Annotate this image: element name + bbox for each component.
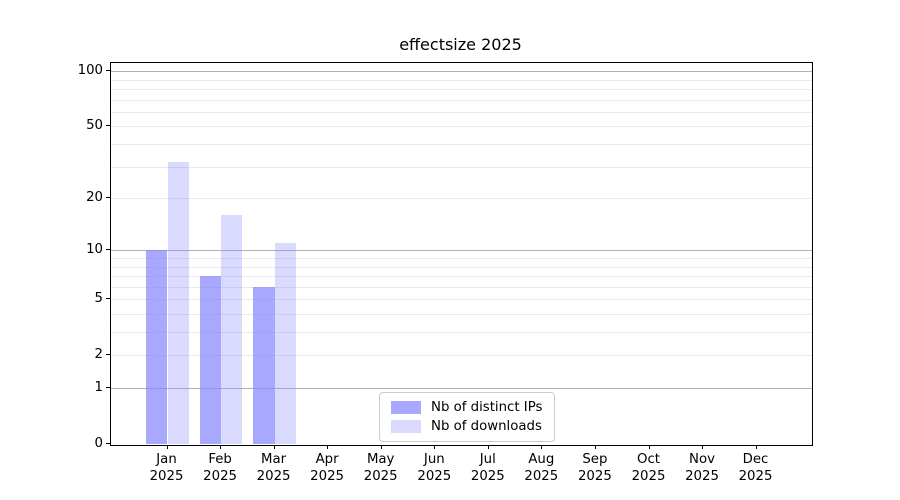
xtick-mark-mar [273, 445, 275, 449]
chart-title: effectsize 2025 [399, 35, 522, 54]
xtick-mark-jun [434, 445, 436, 449]
xtick-mark-jan [166, 445, 168, 449]
xtick-label-jan: Jan 2025 [149, 452, 184, 484]
bar-mar-distinct-ips [253, 286, 275, 444]
ytick-label-y0: 0 [94, 435, 103, 451]
xtick-mark-may [380, 445, 382, 449]
ytick-label-y5: 5 [94, 290, 103, 306]
gridline-minor-y9 [111, 258, 812, 259]
legend-swatch-downloads [391, 420, 421, 433]
legend-label-downloads: Nb of downloads [431, 418, 542, 434]
gridline-minor-y5 [111, 299, 812, 301]
ytick-label-y1: 1 [94, 379, 103, 395]
xtick-label-jul: Jul 2025 [470, 452, 505, 484]
gridline-minor-y50 [111, 126, 812, 128]
ytick-label-y50: 50 [86, 117, 103, 133]
ytick-mark-y5 [106, 298, 110, 300]
gridline-minor-y7 [111, 276, 812, 277]
xtick-mark-oct [648, 445, 650, 449]
ytick-label-y100: 100 [77, 62, 103, 78]
ytick-mark-y1 [106, 387, 110, 388]
xtick-label-aug: Aug 2025 [524, 452, 559, 484]
gridline-minor-y4 [111, 314, 812, 315]
legend-swatch-distinct-ips [391, 401, 421, 414]
ytick-label-y10: 10 [86, 241, 103, 257]
xtick-label-mar: Mar 2025 [256, 452, 291, 484]
gridline-major-y1 [111, 388, 812, 389]
xtick-mark-dec [755, 445, 757, 449]
gridline-minor-y20 [111, 198, 812, 200]
xtick-mark-apr [327, 445, 329, 449]
gridline-minor-y60 [111, 111, 812, 113]
gridline-minor-y90 [111, 79, 812, 81]
xtick-mark-nov [702, 445, 703, 449]
legend-label-distinct-ips: Nb of distinct IPs [431, 399, 543, 415]
bar-feb-distinct-ips [199, 276, 222, 444]
gridline-minor-y3 [111, 332, 812, 333]
xtick-label-sep: Sep 2025 [577, 452, 612, 484]
gridline-minor-y80 [111, 89, 812, 90]
xtick-label-oct: Oct 2025 [631, 452, 666, 484]
ytick-mark-y2 [106, 354, 110, 356]
xtick-label-nov: Nov 2025 [685, 452, 719, 484]
legend-item-distinct-ips: Nb of distinct IPs [391, 398, 542, 417]
gridline-minor-y70 [111, 99, 812, 101]
xtick-label-dec: Dec 2025 [738, 452, 773, 484]
xtick-mark-aug [541, 445, 543, 449]
bar-feb-downloads [221, 215, 243, 444]
gridline-major-y100 [111, 71, 812, 73]
legend: Nb of distinct IPs Nb of downloads [379, 392, 556, 442]
gridline-minor-y8 [111, 266, 812, 268]
xtick-label-jun: Jun 2025 [417, 452, 452, 484]
xtick-mark-feb [220, 445, 222, 449]
gridline-major-y10 [111, 250, 812, 252]
ytick-mark-y0 [106, 443, 110, 444]
gridline-minor-y40 [111, 144, 812, 145]
bar-jan-downloads [167, 161, 189, 444]
xtick-label-apr: Apr 2025 [310, 452, 345, 484]
ytick-mark-y20 [106, 197, 110, 199]
ytick-mark-y50 [106, 125, 110, 127]
gridline-minor-y30 [111, 166, 812, 168]
xtick-mark-sep [594, 445, 596, 449]
xtick-label-may: May 2025 [363, 452, 398, 484]
ytick-mark-y10 [106, 249, 110, 251]
gridline-minor-y6 [111, 286, 812, 288]
ytick-label-y20: 20 [86, 189, 103, 205]
xtick-label-feb: Feb 2025 [203, 452, 238, 484]
legend-item-downloads: Nb of downloads [391, 417, 542, 436]
xtick-mark-jul [487, 445, 489, 449]
bar-mar-downloads [274, 243, 296, 444]
ytick-mark-y100 [106, 70, 110, 72]
gridline-minor-y2 [111, 355, 812, 357]
ytick-label-y2: 2 [94, 346, 103, 362]
bar-jan-distinct-ips [146, 250, 168, 444]
plot-area: Nb of distinct IPs Nb of downloads [110, 62, 813, 446]
